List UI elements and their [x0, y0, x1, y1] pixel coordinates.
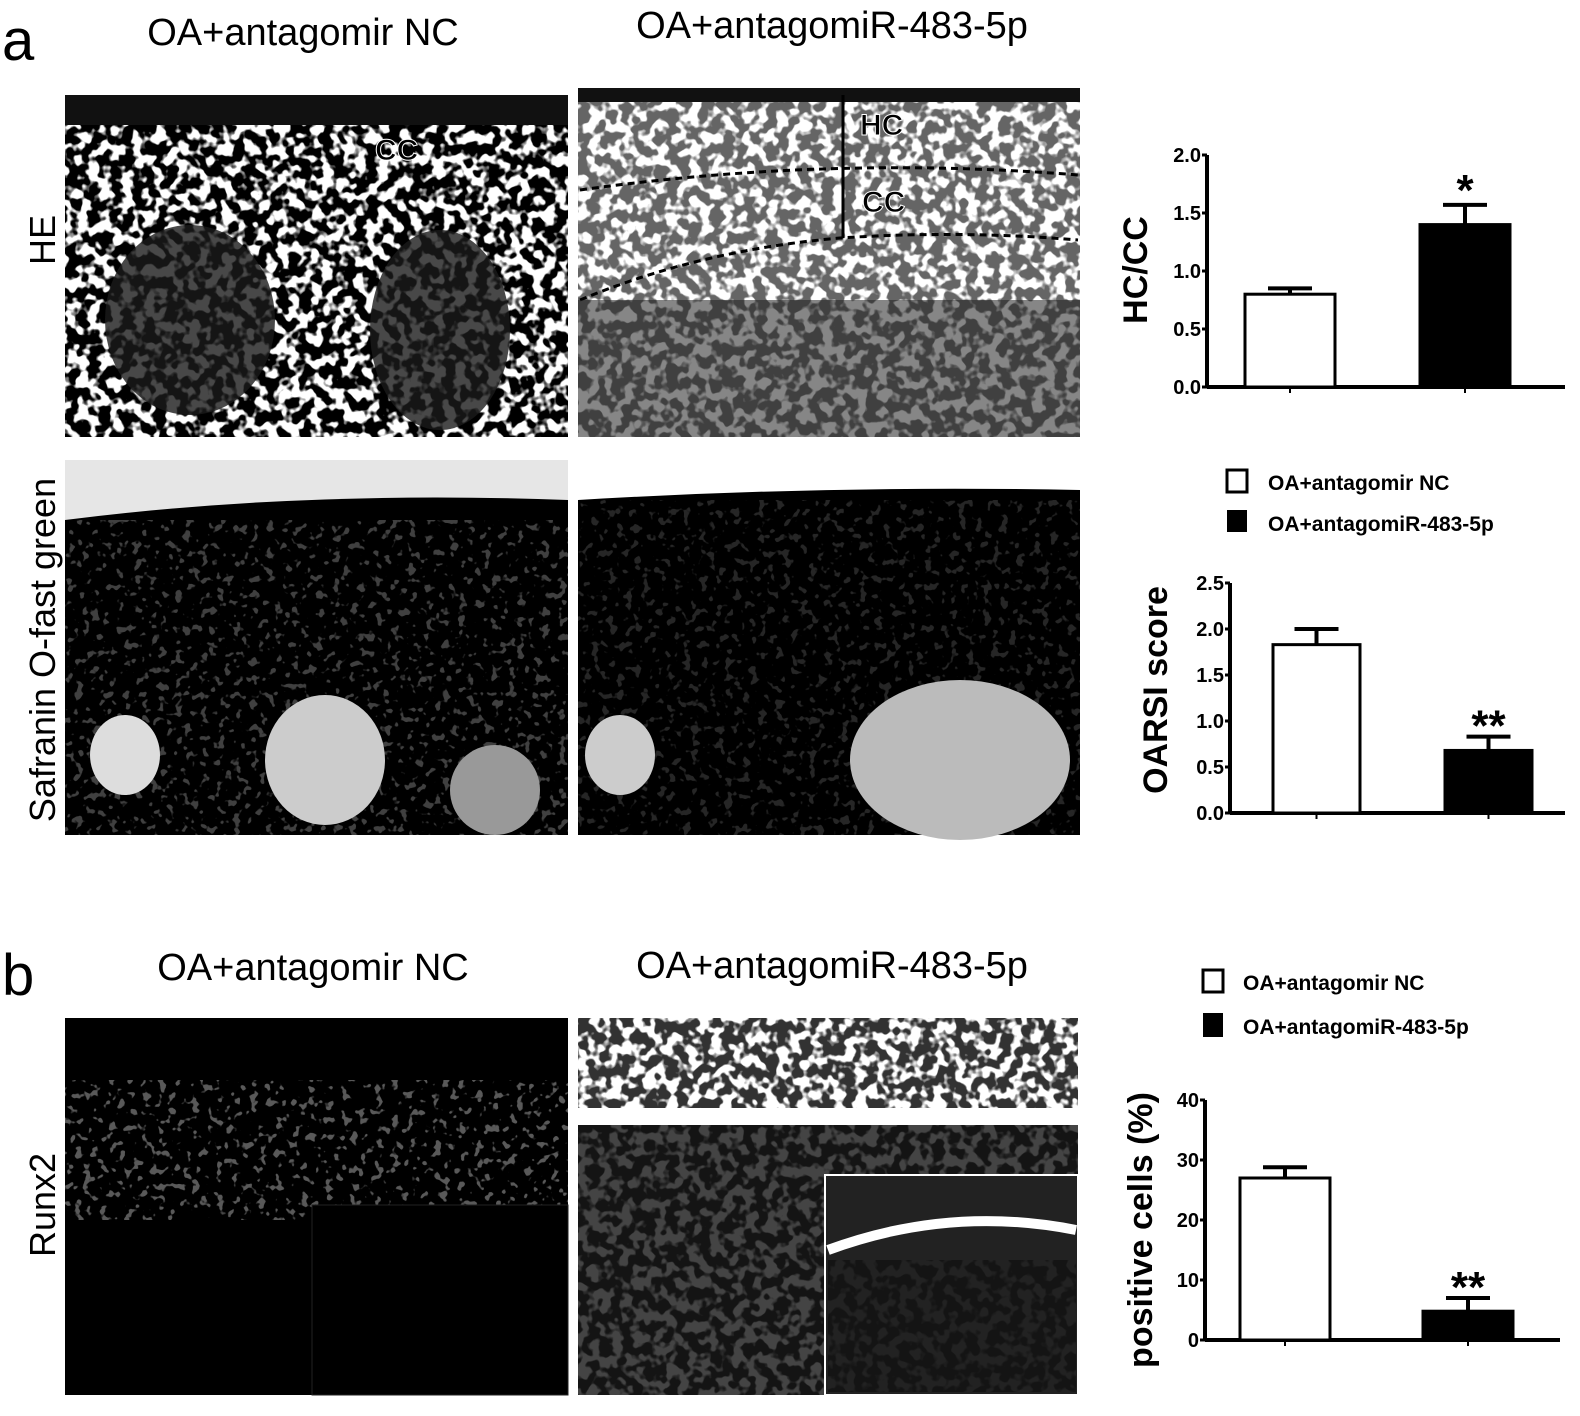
y-axis-label: OARSI score [1137, 586, 1175, 794]
he-image-antagomir: HC CC [578, 88, 1080, 437]
legend-label-antagomir: OA+antagomiR-483-5p [1268, 513, 1494, 536]
row-label-safranin: Safranin O-fast green [22, 478, 63, 822]
column-title-nc-b: OA+antagomir NC [157, 947, 469, 989]
y-tick-label: 10 [1177, 1270, 1199, 1292]
bar-antagomir [1421, 1309, 1515, 1342]
bar-antagomir [1443, 748, 1534, 815]
y-tick-label: 30 [1177, 1150, 1199, 1172]
y-tick-label: 1.0 [1173, 261, 1201, 283]
chart-2: 0.0 0.5 1.0 1.5 2.0 2.5 OARSI score ** [1137, 573, 1565, 825]
significance-marker: ** [1471, 702, 1506, 751]
he-image-nc: CC [65, 95, 568, 437]
significance-marker: * [1456, 166, 1474, 215]
bar-nc [1243, 292, 1337, 389]
legend-label-antagomir: OA+antagomiR-483-5p [1243, 1016, 1469, 1039]
column-title-antagomir: OA+antagomiR-483-5p [636, 5, 1028, 47]
column-title-nc: OA+antagomir NC [147, 12, 459, 54]
legend-swatch-antagomir [1203, 1013, 1223, 1037]
y-axis-label: HC/CC [1117, 216, 1155, 324]
y-tick-label: 1.0 [1196, 711, 1224, 733]
legend-label-nc: OA+antagomir NC [1268, 472, 1449, 495]
y-tick-label: 0.5 [1173, 319, 1201, 341]
y-tick-label: 0.0 [1173, 377, 1201, 399]
y-tick-label: 1.5 [1196, 665, 1224, 687]
runx2-image-antagomir [578, 1018, 1079, 1396]
row-label-he: HE [22, 215, 63, 265]
he-label-cc: CC [862, 186, 905, 219]
y-tick-label: 0.5 [1196, 757, 1224, 779]
bar-antagomir [1418, 223, 1512, 389]
bar-charts: 0.0 0.5 1.0 1.5 2.0 HC/CC * 0.0 0.5 1.0 1.5 2.0 2.5 O… [1117, 145, 1565, 1368]
legend-a: OA+antagomir NC OA+antagomiR-483-5p [1225, 468, 1494, 536]
y-axis-label: positive cells (%) [1122, 1092, 1160, 1368]
y-tick-label: 40 [1177, 1090, 1199, 1112]
runx2-image-nc [65, 1018, 569, 1396]
legend-label-nc: OA+antagomir NC [1243, 972, 1424, 995]
legend-swatch-antagomir [1227, 510, 1247, 532]
bar-nc [1238, 1176, 1332, 1342]
safranin-image-antagomir [578, 460, 1080, 840]
legend-swatch-nc [1201, 968, 1225, 994]
column-title-antagomir-b: OA+antagomiR-483-5p [636, 945, 1028, 987]
y-tick-label: 0 [1188, 1330, 1199, 1352]
y-tick-label: 20 [1177, 1210, 1199, 1232]
safranin-image-nc [65, 460, 568, 835]
y-tick-label: 0.0 [1196, 803, 1224, 825]
legend-b: OA+antagomir NC OA+antagomiR-483-5p [1201, 968, 1469, 1039]
runx2-inset-image [824, 1174, 1079, 1396]
y-tick-label: 1.5 [1173, 203, 1201, 225]
panel-letter-a: a [2, 8, 35, 73]
panel-letter-b: b [2, 943, 34, 1008]
row-label-runx2: Runx2 [22, 1153, 63, 1257]
he-label-cc-nc: CC [375, 134, 418, 167]
y-tick-label: 2.5 [1196, 573, 1224, 595]
bar-nc [1271, 643, 1362, 815]
chart-3: 0 10 20 30 40 positive cells (%) ** [1122, 1090, 1560, 1368]
legend-swatch-nc [1225, 468, 1249, 494]
significance-marker: ** [1451, 1263, 1486, 1312]
he-label-hc: HC [860, 109, 903, 142]
chart-1: 0.0 0.5 1.0 1.5 2.0 HC/CC * [1117, 145, 1565, 399]
y-tick-label: 2.0 [1196, 619, 1224, 641]
y-tick-label: 2.0 [1173, 145, 1201, 167]
